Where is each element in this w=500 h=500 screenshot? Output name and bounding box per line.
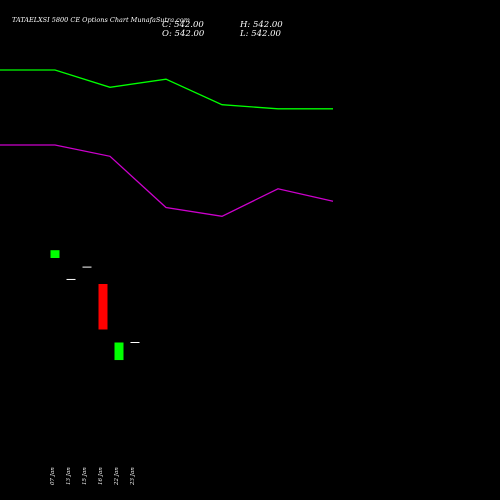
x-axis: 07 Jan 13 Jan 15 Jan 16 Jan 22 Jan 23 Jan — [50, 467, 136, 486]
high-value: H: 542.00 — [240, 20, 283, 30]
candle-5 — [114, 342, 124, 361]
close-value: C: 542.00 — [162, 20, 204, 30]
indicator-lines — [0, 69, 334, 217]
candles — [50, 250, 140, 361]
x-tick-label: 22 Jan — [114, 467, 120, 486]
upper-indicator-line — [0, 69, 333, 110]
candle-1 — [50, 250, 60, 258]
chart-title: TATAELXSI 5800 CE Options Chart MunafaSu… — [12, 16, 190, 24]
x-tick-label: 07 Jan — [50, 467, 56, 485]
open-value: O: 542.00 — [162, 29, 205, 39]
x-tick-label: 16 Jan — [98, 467, 104, 485]
lower-indicator-line — [0, 144, 334, 217]
x-tick-label: 13 Jan — [66, 467, 72, 485]
candle-4 — [98, 284, 108, 330]
x-tick-label: 23 Jan — [130, 467, 136, 486]
x-tick-label: 15 Jan — [82, 467, 88, 485]
low-value: L: 542.00 — [240, 29, 281, 39]
